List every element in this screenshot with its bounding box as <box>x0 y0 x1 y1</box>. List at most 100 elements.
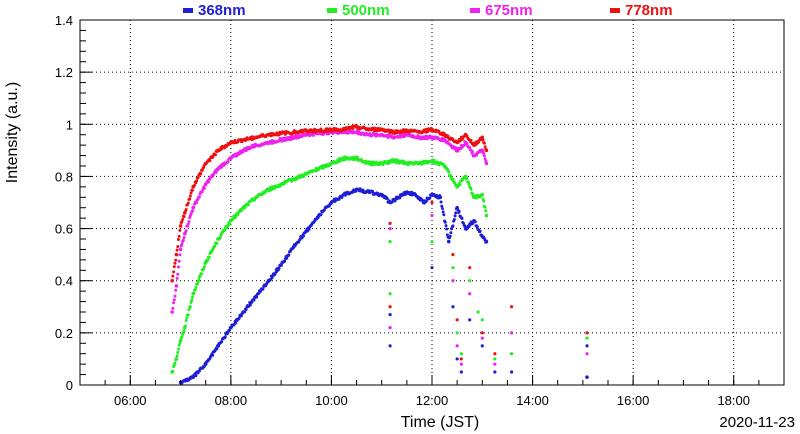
series-dot <box>444 224 448 228</box>
series-dot <box>454 211 458 215</box>
series-dot <box>327 204 331 208</box>
y-axis-label: Intensity (a.u.) <box>4 82 21 183</box>
series-dot <box>283 132 287 136</box>
scatter-point <box>493 362 497 366</box>
series-dot <box>361 188 365 192</box>
legend-label: 778nm <box>625 2 673 19</box>
y-tick-label: 0.4 <box>55 274 73 289</box>
x-tick-label: 10:00 <box>315 393 348 408</box>
legend-swatch <box>610 8 620 13</box>
data-point <box>174 284 179 288</box>
series-dot <box>351 126 355 130</box>
series-dot <box>445 233 449 237</box>
series-dot <box>394 161 398 165</box>
series-dot <box>172 301 176 305</box>
series-dot <box>187 220 191 224</box>
data-point <box>178 247 183 252</box>
series-dot <box>172 265 176 269</box>
data-point <box>480 135 485 140</box>
series-dot <box>435 194 439 198</box>
series-dot <box>193 183 197 187</box>
series-dot <box>460 216 464 220</box>
x-tick-label: 12:00 <box>416 393 449 408</box>
scatter-point <box>388 240 392 244</box>
scatter-point <box>493 357 497 361</box>
scatter-point <box>585 331 589 335</box>
scatter-point <box>480 331 484 335</box>
data-point <box>484 161 489 166</box>
scatter-point <box>459 352 463 356</box>
series-dot <box>482 151 486 155</box>
x-tick-label: 08:00 <box>215 393 248 408</box>
scatter-point <box>480 318 484 322</box>
data-point <box>178 338 183 343</box>
series-dot <box>176 347 180 351</box>
series-dot <box>481 138 485 142</box>
legend: 368nm 500nm 675nm 778nm <box>183 2 673 19</box>
x-tick-label: 16:00 <box>617 393 650 408</box>
legend-item-675nm: 675nm <box>470 2 533 19</box>
series-dot <box>172 270 176 274</box>
series-dot <box>223 229 227 233</box>
series-dot <box>355 155 359 159</box>
series-dot <box>194 374 198 378</box>
series-dot <box>190 298 194 302</box>
series-dot <box>175 354 179 358</box>
series-dot <box>207 180 211 184</box>
date-label: 2020-11-23 <box>719 414 795 431</box>
series-dot <box>176 272 180 276</box>
series-dot <box>188 197 192 201</box>
series-dot <box>185 316 189 320</box>
series-dot <box>390 200 394 204</box>
data-point <box>438 195 443 200</box>
scatter-point <box>388 313 392 317</box>
series-dot <box>220 165 224 169</box>
series-dot <box>182 236 186 240</box>
series-dot <box>199 172 203 176</box>
scatter-point <box>430 213 434 218</box>
series-dot <box>190 188 194 192</box>
series-dot <box>385 197 389 201</box>
series-dot <box>261 287 265 291</box>
scatter-point <box>455 331 459 335</box>
series-dot <box>181 217 185 221</box>
series-dot <box>252 298 256 302</box>
series-dot <box>227 328 231 332</box>
series-dot <box>196 176 200 180</box>
legend-item-368nm: 368nm <box>183 2 246 19</box>
series-dot <box>483 205 487 209</box>
scatter-point <box>493 370 497 374</box>
series-dot <box>188 305 192 309</box>
y-tick-label: 1.2 <box>55 65 73 80</box>
series-dot <box>236 213 240 217</box>
series-dot <box>469 139 473 143</box>
scatter-point <box>585 344 589 348</box>
scatter-point <box>459 370 463 374</box>
series-dot <box>234 321 238 325</box>
series-dot <box>439 200 443 204</box>
series-dot <box>176 350 180 354</box>
series-dot <box>182 215 186 219</box>
series-dot <box>424 199 428 203</box>
series-dot <box>213 244 217 248</box>
y-tick-label: 1.4 <box>55 13 73 28</box>
data-point <box>174 252 179 257</box>
series-dot <box>208 159 212 163</box>
scatter-point <box>388 305 392 309</box>
series-dot <box>184 229 188 233</box>
series-dot <box>255 295 259 299</box>
series-dot <box>443 220 447 224</box>
legend-label: 368nm <box>198 2 246 19</box>
series-dot <box>446 134 450 138</box>
series-dot <box>184 208 188 212</box>
x-tick-label: 18:00 <box>717 393 750 408</box>
scatter-point <box>455 357 459 361</box>
series-dot <box>285 256 289 260</box>
series-dot <box>483 145 487 149</box>
series-dot <box>178 228 182 232</box>
series-dot <box>192 291 196 295</box>
series-dot <box>186 313 190 317</box>
scatter-point <box>459 357 463 361</box>
x-tick-label: 14:00 <box>516 393 549 408</box>
legend-item-778nm: 778nm <box>610 2 673 19</box>
